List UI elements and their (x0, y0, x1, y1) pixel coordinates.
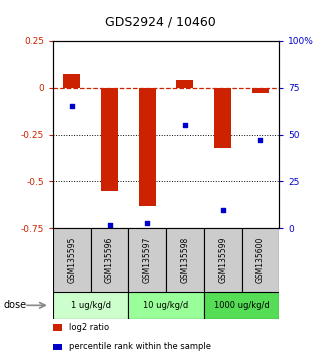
Bar (91, 228, 128, 292)
Text: GDS2924 / 10460: GDS2924 / 10460 (105, 16, 216, 29)
Bar (166, 228, 204, 292)
Text: GSM135598: GSM135598 (180, 237, 189, 283)
Bar (53, 292, 128, 319)
Text: dose: dose (3, 300, 26, 310)
Point (69, 103, 74, 109)
Bar (214, 88, 231, 148)
Bar (177, 80, 194, 88)
Text: 1000 ug/kg/d: 1000 ug/kg/d (214, 301, 269, 310)
Bar (241, 228, 279, 292)
Text: GSM135595: GSM135595 (67, 237, 76, 284)
Bar (53, 324, 62, 331)
Bar (128, 292, 204, 319)
Bar (63, 74, 80, 88)
Bar (252, 88, 269, 93)
Bar (204, 292, 279, 319)
Text: log2 ratio: log2 ratio (69, 323, 109, 332)
Point (258, 137, 263, 143)
Text: GSM135596: GSM135596 (105, 237, 114, 284)
Text: GSM135599: GSM135599 (218, 237, 227, 284)
Point (145, 220, 150, 225)
Text: GSM135597: GSM135597 (143, 237, 152, 284)
Bar (204, 228, 241, 292)
Bar (53, 344, 62, 350)
Text: 10 ug/kg/d: 10 ug/kg/d (143, 301, 189, 310)
Text: 1 ug/kg/d: 1 ug/kg/d (71, 301, 111, 310)
Bar (53, 228, 91, 292)
Bar (101, 88, 118, 191)
Point (220, 207, 225, 212)
Text: percentile rank within the sample: percentile rank within the sample (69, 342, 211, 352)
Point (107, 222, 112, 227)
Bar (139, 88, 156, 206)
Text: GSM135600: GSM135600 (256, 237, 265, 284)
Bar (128, 228, 166, 292)
Point (182, 122, 187, 128)
